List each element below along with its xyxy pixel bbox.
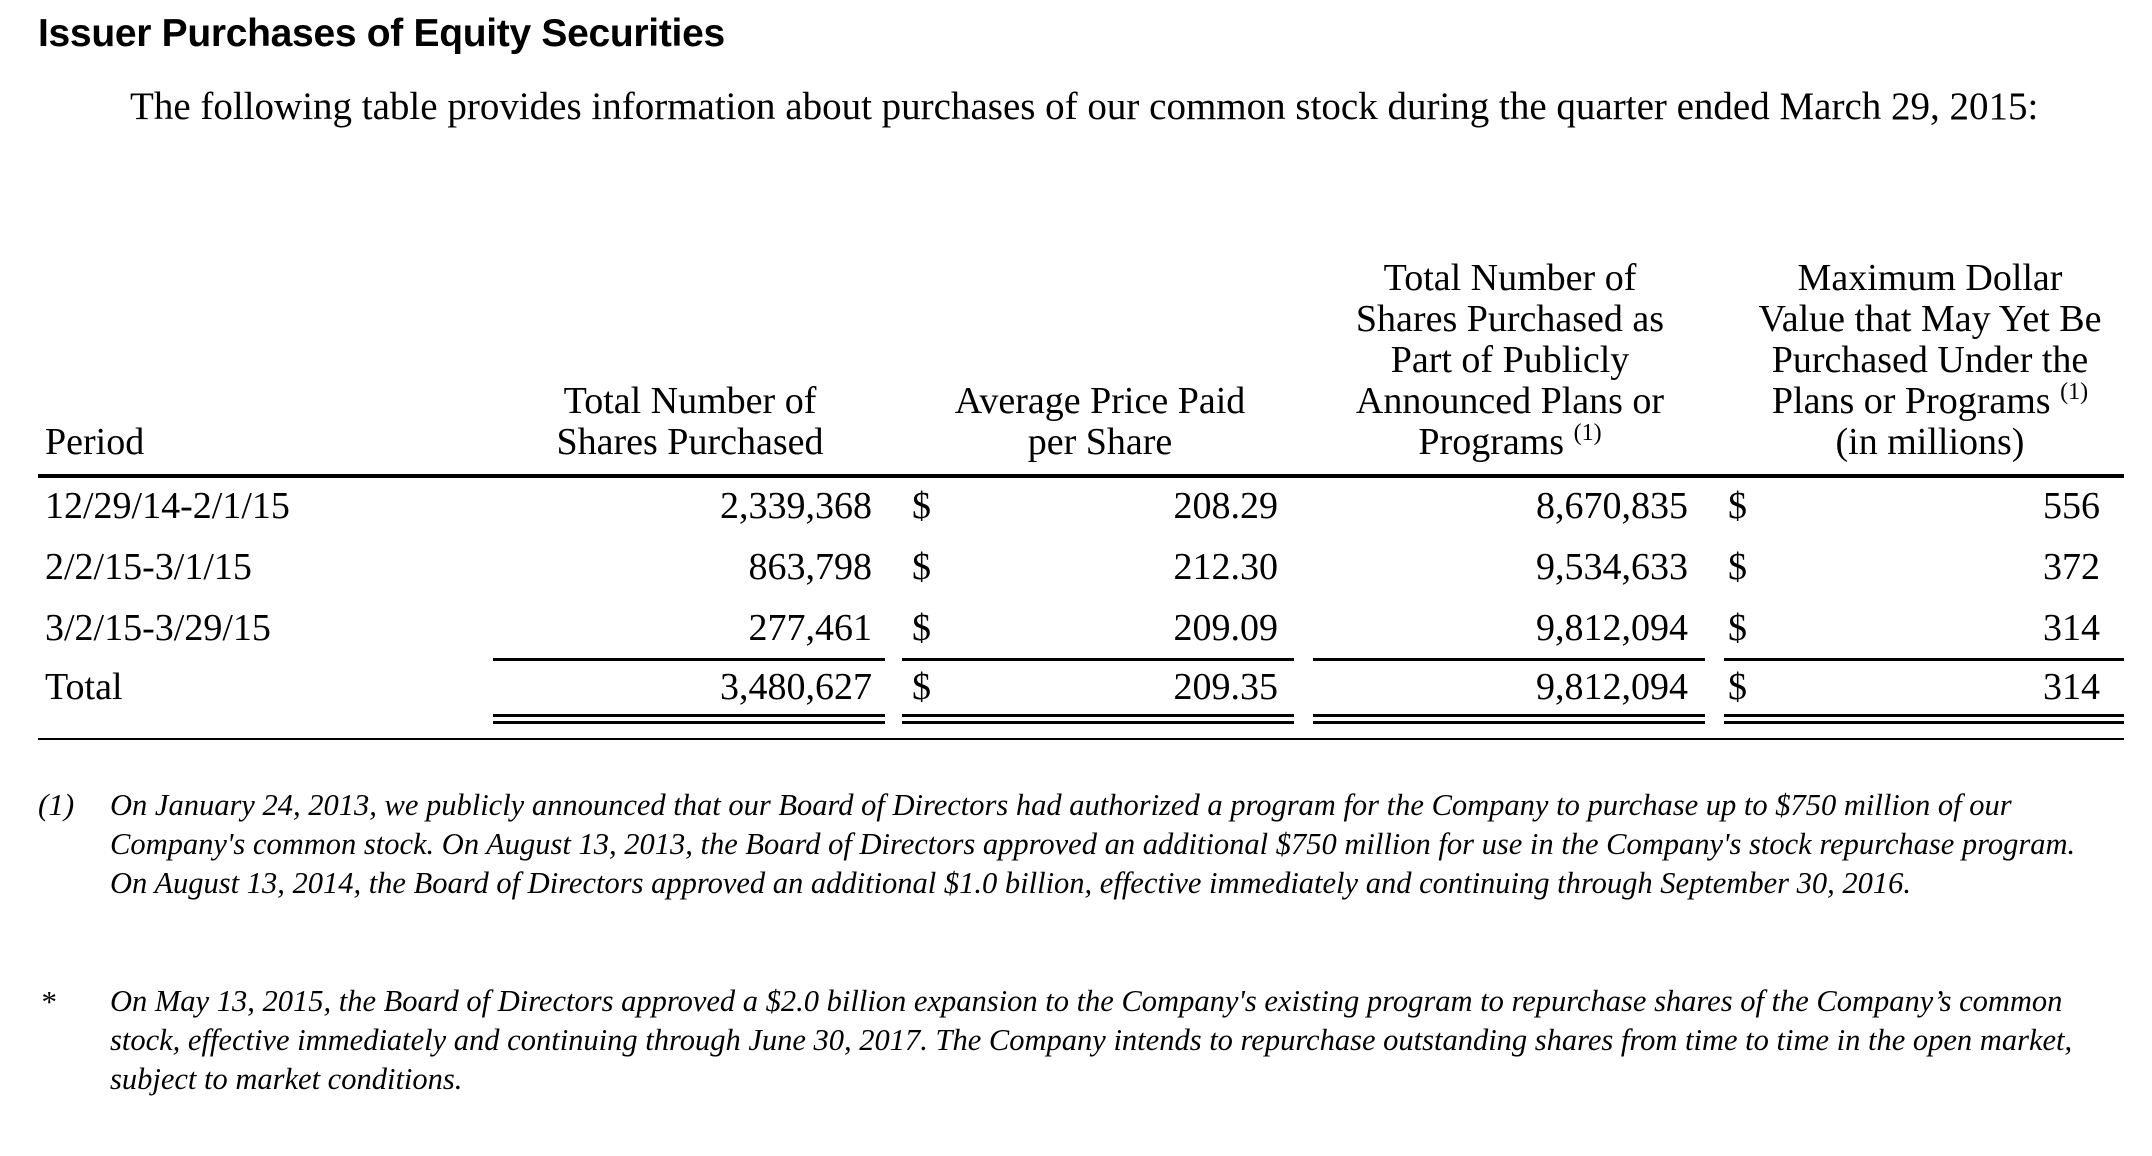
currency-cell: $: [912, 607, 931, 649]
table-bottom-rule: [38, 738, 2124, 740]
header-period: Period: [45, 421, 145, 463]
total-double-rule: [1313, 721, 1705, 724]
footnote-text: On January 24, 2013, we publicly announc…: [110, 788, 2076, 900]
total-double-rule: [1313, 714, 1705, 717]
currency-cell: $: [912, 485, 931, 527]
plan-shares-cell: 9,812,094: [1536, 666, 1688, 708]
footnote-marker: *: [40, 984, 56, 1019]
currency-cell: $: [1728, 607, 1747, 649]
total-shares-cell: 2,339,368: [720, 485, 872, 527]
period-cell: 3/2/15-3/29/15: [45, 607, 271, 649]
total-shares-cell: 863,798: [748, 546, 873, 588]
footnote-ref: (1): [2060, 379, 2089, 405]
header-max-value: Maximum Dollar Value that May Yet Be Pur…: [1758, 257, 2102, 463]
plan-shares-cell: 9,534,633: [1536, 546, 1688, 588]
plan-shares-cell: 8,670,835: [1536, 485, 1688, 527]
total-double-rule: [1724, 721, 2124, 724]
total-shares-cell: 3,480,627: [720, 666, 872, 708]
max-value-cell: 314: [2043, 666, 2100, 708]
avg-price-cell: 208.29: [1173, 485, 1279, 527]
avg-price-cell: 209.35: [1173, 666, 1279, 708]
currency-cell: $: [1728, 546, 1747, 588]
max-value-cell: 314: [2043, 607, 2100, 649]
total-shares-cell: 277,461: [748, 607, 873, 649]
currency-cell: $: [1728, 666, 1747, 708]
footnote-marker: (1): [38, 787, 75, 822]
total-double-rule: [493, 714, 885, 717]
total-double-rule: [902, 721, 1294, 724]
period-cell: Total: [45, 666, 123, 708]
subtotal-rule: [1313, 658, 1705, 661]
footnote-text: On May 13, 2015, the Board of Directors …: [110, 984, 2073, 1096]
section-heading: Issuer Purchases of Equity Securities: [38, 12, 725, 55]
plan-shares-cell: 9,812,094: [1536, 607, 1688, 649]
avg-price-cell: 209.09: [1173, 607, 1279, 649]
max-value-cell: 372: [2043, 546, 2100, 588]
currency-cell: $: [912, 546, 931, 588]
subtotal-rule: [493, 658, 885, 661]
max-value-cell: 556: [2043, 485, 2100, 527]
footnote-ref: (1): [1573, 420, 1602, 446]
currency-cell: $: [912, 666, 931, 708]
total-double-rule: [1724, 714, 2124, 717]
total-double-rule: [493, 721, 885, 724]
subtotal-rule: [1724, 658, 2124, 661]
header-rule: [38, 474, 2124, 478]
header-total-shares: Total Number of Shares Purchased: [556, 380, 824, 463]
period-cell: 12/29/14-2/1/15: [45, 485, 290, 527]
header-plan-shares: Total Number of Shares Purchased as Part…: [1355, 257, 1665, 463]
total-double-rule: [902, 714, 1294, 717]
currency-cell: $: [1728, 485, 1747, 527]
header-average-price: Average Price Paid per Share: [954, 380, 1246, 463]
avg-price-cell: 212.30: [1173, 546, 1279, 588]
period-cell: 2/2/15-3/1/15: [45, 546, 252, 588]
intro-text: The following table provides information…: [130, 85, 2039, 128]
subtotal-rule: [902, 658, 1294, 661]
